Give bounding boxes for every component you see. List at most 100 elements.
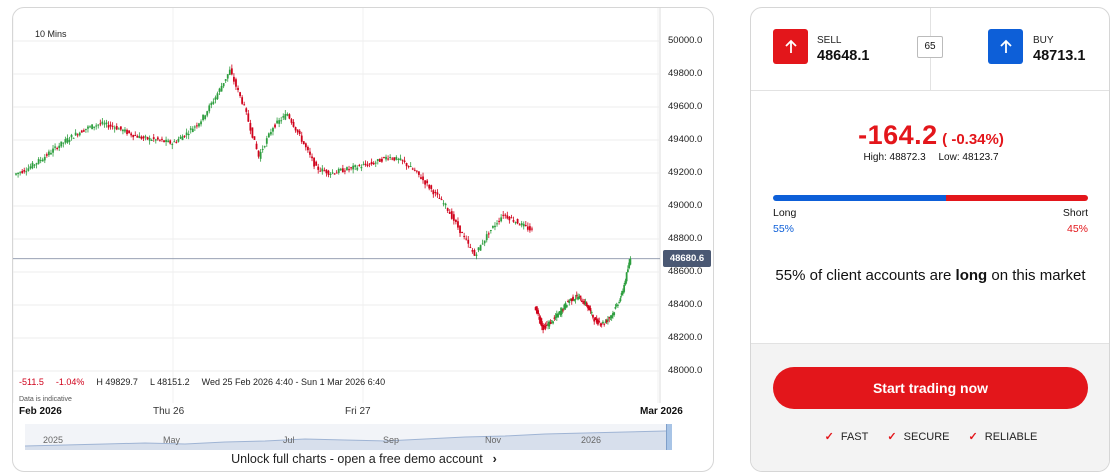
- nav-label: Nov: [485, 435, 502, 445]
- sentiment-bar: [773, 195, 1088, 201]
- candle-body: [206, 111, 209, 116]
- candle-body: [557, 313, 559, 318]
- range-navigator[interactable]: [24, 424, 672, 450]
- candle-body: [418, 171, 420, 175]
- price-chart-plot[interactable]: [13, 8, 714, 472]
- candle-body: [263, 146, 266, 148]
- candle-body: [440, 199, 443, 201]
- candle-body: [605, 320, 608, 323]
- candle-body: [558, 311, 561, 314]
- candle-body: [500, 217, 503, 222]
- candle-body: [21, 171, 24, 173]
- candle-body: [117, 128, 120, 130]
- candle-body: [508, 216, 511, 221]
- sell-button[interactable]: [773, 29, 808, 64]
- candle-body: [290, 119, 293, 123]
- candle-body: [535, 306, 538, 314]
- candle-body: [103, 123, 106, 125]
- candle-body: [313, 157, 315, 167]
- candle-body: [284, 114, 287, 120]
- short-percent: 45%: [1066, 223, 1088, 235]
- candle-body: [37, 159, 40, 164]
- interval-label[interactable]: 10 Mins: [35, 29, 67, 39]
- candle-body: [422, 176, 424, 181]
- sentiment-text-post: on this market: [987, 267, 1086, 284]
- buy-price: 48713.1: [1033, 48, 1086, 64]
- candle-body: [138, 135, 141, 139]
- candle-body: [599, 324, 602, 326]
- candle-body: [115, 126, 118, 130]
- candle-body: [420, 177, 422, 179]
- nav-label: Sep: [383, 435, 400, 445]
- y-tick-label: 48200.0: [668, 332, 703, 343]
- sell-quote: SELL 48648.1: [817, 35, 869, 64]
- candle-body: [621, 290, 624, 294]
- candle-body: [625, 272, 628, 282]
- candle-body: [270, 132, 272, 135]
- navigator-selection-handle[interactable]: [666, 424, 672, 450]
- sell-price: 48648.1: [817, 48, 870, 64]
- candle-body: [177, 138, 180, 142]
- candle-body: [583, 301, 586, 305]
- candle-body: [327, 170, 330, 175]
- candle-body: [233, 76, 235, 82]
- candle-body: [331, 172, 334, 174]
- candle-body: [502, 214, 505, 216]
- candle-body: [185, 132, 188, 136]
- candle-body: [210, 102, 213, 106]
- candle-body: [309, 151, 311, 155]
- ohlc-low: L 48151.2: [149, 377, 190, 387]
- badge-secure: ✓ SECURE: [883, 431, 953, 443]
- candle-body: [563, 304, 566, 310]
- candle-body: [302, 141, 305, 145]
- candle-body: [107, 125, 110, 128]
- candle-body: [237, 87, 239, 90]
- start-trading-button[interactable]: Start trading now: [773, 367, 1088, 409]
- candle-body: [483, 240, 486, 244]
- candle-body: [257, 150, 260, 157]
- candle-body: [430, 185, 433, 189]
- candle-body: [294, 127, 297, 131]
- change-percent: ( -0.34%): [942, 131, 1004, 148]
- candle-body: [247, 113, 250, 122]
- candle-body: [356, 167, 359, 170]
- sentiment-labels: Long 55% Short 45%: [773, 207, 1088, 237]
- candle-body: [113, 127, 116, 129]
- candle-body: [251, 127, 254, 138]
- candle-body: [82, 130, 85, 132]
- candle-body: [442, 203, 445, 205]
- buy-button[interactable]: [988, 29, 1023, 64]
- price-chart-card: 10 Mins 50000.0 49800.0 49600.0 49400.0 …: [12, 7, 714, 472]
- candle-body: [481, 243, 484, 245]
- candle-body: [477, 247, 480, 251]
- candle-body: [348, 169, 350, 171]
- candle-body: [554, 316, 557, 318]
- candle-body: [393, 157, 396, 161]
- candle-body: [304, 143, 307, 148]
- candle-body: [383, 157, 385, 159]
- candle-body: [492, 225, 494, 228]
- candle-body: [208, 105, 211, 112]
- candle-body: [142, 136, 145, 139]
- unlock-charts-link[interactable]: Unlock full charts - open a free demo ac…: [13, 452, 713, 466]
- candle-body: [19, 172, 22, 174]
- nav-label: 2026: [581, 435, 602, 445]
- date-label: Mar 2026: [640, 406, 683, 417]
- candle-body: [163, 140, 165, 142]
- candle-body: [15, 173, 17, 175]
- candle-body: [272, 128, 274, 132]
- candle-body: [41, 159, 44, 162]
- candle-body: [448, 211, 451, 214]
- candle-body: [169, 140, 172, 144]
- candle-body: [446, 208, 449, 211]
- candle-body: [60, 141, 63, 147]
- candle-body: [202, 114, 204, 121]
- candle-body: [130, 133, 133, 136]
- candle-body: [218, 88, 221, 92]
- candle-body: [529, 226, 531, 231]
- candle-body: [50, 152, 52, 155]
- candle-body: [589, 308, 592, 312]
- candle-body: [424, 180, 426, 185]
- candle-body: [159, 139, 161, 141]
- sentiment-text-pre: 55% of client accounts are: [775, 267, 956, 284]
